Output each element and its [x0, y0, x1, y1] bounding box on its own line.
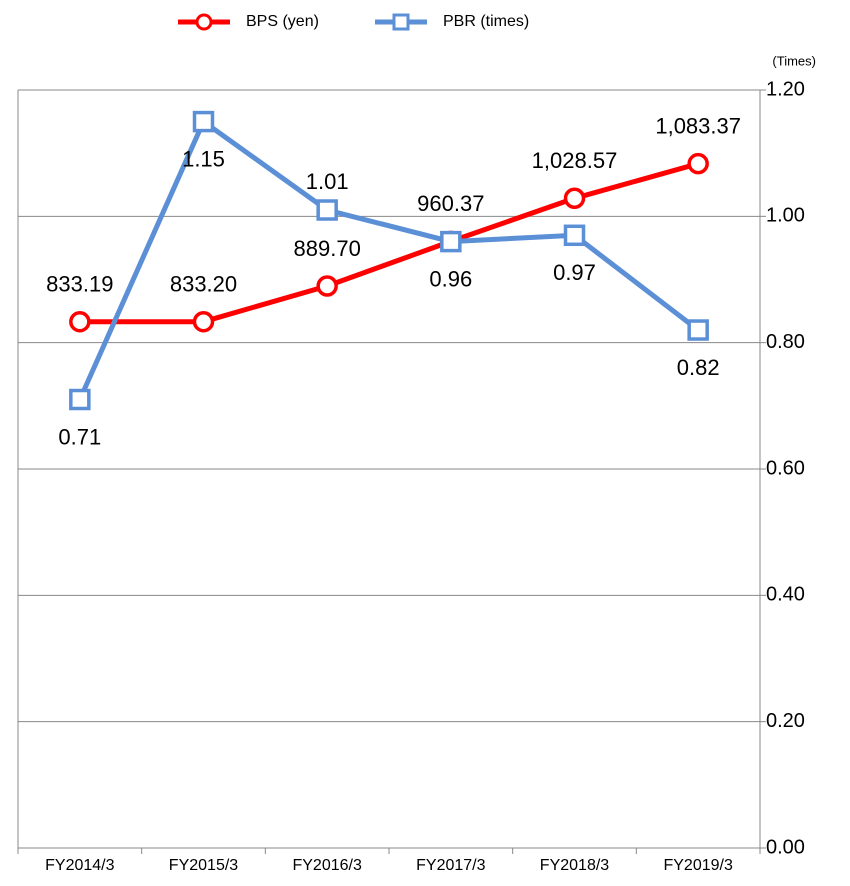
legend-label: PBR (times)	[443, 13, 529, 30]
legend-marker	[195, 13, 213, 31]
x-tick-label: FY2017/3	[416, 857, 485, 874]
data-label: 0.82	[677, 355, 720, 380]
data-label: 1,028.57	[532, 148, 618, 173]
data-label: 0.96	[429, 266, 472, 291]
point-marker	[563, 187, 586, 210]
data-label: 1,083.37	[655, 113, 741, 138]
point-marker	[69, 388, 91, 411]
y2-tick-label: 1.20	[766, 78, 805, 100]
point-marker	[192, 310, 215, 333]
x-tick-label: FY2016/3	[292, 857, 361, 874]
data-label: 960.37	[417, 191, 484, 216]
data-label: 0.71	[58, 424, 101, 449]
data-label: 1.01	[306, 169, 349, 194]
data-label: 833.19	[46, 272, 113, 297]
legend-label: BPS (yen)	[246, 13, 319, 30]
data-label: 833.20	[170, 272, 237, 297]
y2-tick-label: 0.80	[766, 331, 805, 353]
y2-tick-label: 1.00	[766, 205, 805, 227]
y2-tick-label: 0.60	[766, 457, 805, 479]
point-marker	[440, 230, 462, 253]
x-tick-label: FY2014/3	[45, 857, 114, 874]
y2-tick-label: 0.20	[766, 710, 805, 732]
data-label: 1.15	[182, 146, 225, 171]
point-marker	[69, 310, 91, 333]
point-marker	[687, 319, 709, 341]
point-marker	[316, 199, 338, 221]
x-tick-label: FY2015/3	[169, 857, 238, 874]
data-label: 0.97	[553, 260, 596, 285]
y2-axis-label: (Times)	[772, 53, 816, 68]
y2-tick-label: 0.00	[766, 836, 805, 858]
series-line	[77, 117, 700, 401]
legend-marker	[392, 13, 410, 31]
x-tick-label: FY2019/3	[663, 857, 732, 874]
point-marker	[687, 152, 709, 175]
point-marker	[563, 224, 586, 247]
x-tick-label: FY2018/3	[540, 857, 609, 874]
data-label: 889.70	[294, 236, 361, 261]
y2-tick-label: 0.40	[766, 584, 805, 606]
series-line	[79, 161, 699, 325]
point-marker	[192, 110, 215, 133]
point-marker	[316, 275, 338, 297]
